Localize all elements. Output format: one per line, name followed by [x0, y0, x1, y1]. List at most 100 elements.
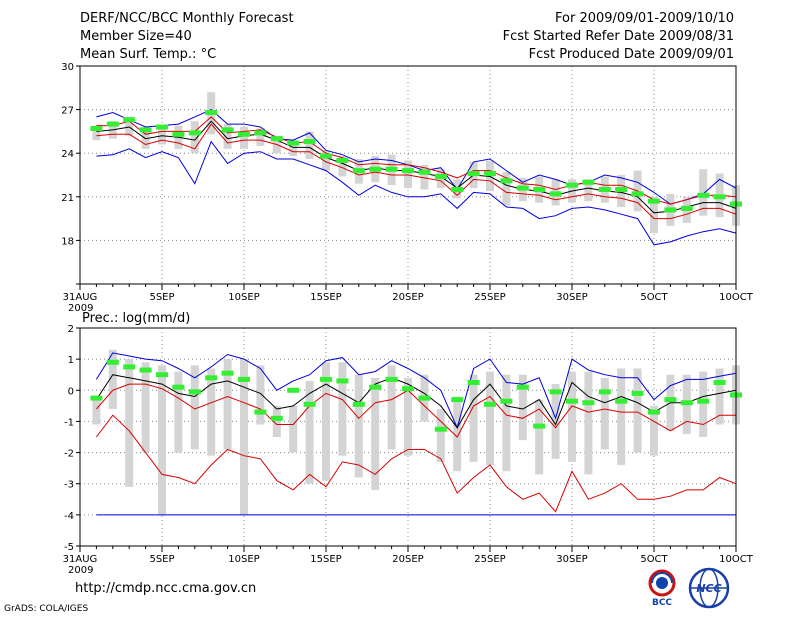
temperature-medians: [90, 110, 742, 213]
precip-spread-box: [256, 365, 265, 425]
temperature-median-marker: [484, 171, 496, 177]
temperature-median-marker: [598, 187, 611, 193]
precip-median-marker: [139, 367, 152, 373]
precipitation-panel: -5 -4 -3 -2 -1 0 1 2 31AUG 5SEP 10SEP 15SEP 20SEP 25…: [63, 324, 754, 576]
precip-spread-box: [387, 365, 396, 450]
precip-x-axis: 31AUG 5SEP 10SEP 15SEP 20SEP 25SEP 30SEP 5OCT 10…: [63, 546, 754, 576]
temperature-xtick-label: 25SEP: [474, 292, 505, 303]
temperature-median-marker: [188, 130, 201, 136]
temperature-median-marker: [205, 110, 218, 116]
precip-median-marker: [516, 384, 529, 390]
forecast-produced-date: Fcst Produced Date 2009/09/01: [528, 47, 734, 62]
precip-median-marker: [713, 380, 726, 385]
precip-median-marker: [615, 398, 628, 404]
temperature-median-marker: [172, 131, 185, 137]
temperature-median-marker: [697, 192, 710, 198]
precip-spread-box: [502, 374, 511, 472]
temperature-y-axis: 18 21 24 27 30: [61, 62, 80, 285]
temperature-median-marker: [320, 153, 332, 159]
bcc-logo-core: [656, 577, 668, 589]
precip-median-marker: [385, 376, 398, 382]
precip-ytick-label: 2: [68, 324, 74, 335]
precip-xtick-label: 15SEP: [310, 554, 341, 565]
precip-ytick-label: 1: [68, 355, 74, 366]
forecast-started-date: Fcst Started Refer Date 2009/08/31: [502, 29, 734, 44]
temperature-spread-box: [502, 172, 511, 206]
precip-median-marker: [172, 384, 185, 390]
precip-median-marker: [270, 415, 283, 421]
precip-median-marker: [582, 400, 595, 406]
temperature-spread-box: [240, 127, 248, 149]
bcc-logo-swirl: [651, 572, 673, 584]
precip-median-marker: [352, 401, 365, 407]
temperature-spread-box: [141, 127, 150, 149]
precip-panel-title: Prec.: log(mm/d): [82, 311, 190, 326]
temperature-year-label: 2009: [68, 303, 93, 314]
precip-median-marker: [188, 389, 201, 395]
precip-median-marker: [566, 398, 578, 404]
precip-median-marker: [648, 409, 660, 415]
precip-spread-box: [633, 368, 642, 453]
temperature-median-marker: [500, 178, 513, 184]
precip-spread-box: [158, 365, 166, 515]
precip-xtick-label: 20SEP: [392, 554, 423, 565]
precip-median-marker: [549, 389, 562, 395]
temperature-median-marker: [648, 198, 660, 204]
precip-spread-box: [584, 371, 593, 475]
temperature-xtick-label: 10SEP: [228, 292, 259, 303]
temperature-median-marker: [139, 127, 152, 133]
precip-spread-box: [322, 362, 330, 481]
temperature-median-marker: [90, 125, 103, 131]
temperature-spread-box: [125, 116, 134, 136]
precip-spread-box: [207, 368, 216, 456]
precip-spread-box: [518, 374, 527, 441]
temperature-median-marker: [254, 130, 267, 136]
precip-lower-band-line: [96, 414, 737, 513]
temperature-median-marker: [385, 166, 398, 172]
temperature-median-marker: [336, 157, 349, 163]
temperature-mean-line: [96, 120, 737, 214]
precip-xtick-label: 5OCT: [640, 554, 668, 565]
temperature-upper-line: [96, 116, 737, 205]
precip-median-marker: [697, 398, 710, 404]
precip-median-marker: [467, 380, 480, 385]
precip-median-marker: [254, 409, 267, 415]
temperature-median-marker: [238, 131, 250, 137]
precip-median-marker: [484, 401, 496, 407]
precip-spread-box: [354, 374, 363, 478]
temperature-ytick-label: 24: [61, 149, 74, 160]
precip-spread-box: [223, 359, 232, 450]
precip-median-marker: [303, 401, 316, 407]
precip-spread-box: [108, 349, 117, 409]
precip-median-marker: [205, 375, 218, 381]
temperature-spread-box: [650, 196, 658, 234]
precip-spread-box: [617, 368, 626, 466]
temperature-min-line: [96, 140, 737, 246]
precip-spread-box: [371, 377, 380, 490]
precip-spread-box: [469, 374, 478, 462]
precip-median-marker: [287, 387, 300, 393]
temperature-median-marker: [680, 205, 693, 211]
precip-upper-band-line: [96, 383, 736, 438]
precip-max-line: [95, 352, 737, 430]
precip-spread-box: [174, 371, 183, 453]
precip-median-marker: [451, 397, 464, 403]
temperature-ytick-label: 18: [61, 236, 74, 247]
temperature-xtick-label: 20SEP: [392, 292, 423, 303]
source-url[interactable]: http://cmdp.ncc.cma.gov.cn: [75, 581, 257, 596]
precip-spread-box: [600, 377, 609, 450]
bcc-logo: BCC: [648, 569, 676, 608]
temperature-spread-box: [584, 179, 593, 202]
temperature-median-marker: [287, 140, 300, 146]
precip-ytick-label: 0: [68, 386, 74, 397]
temperature-median-marker: [352, 168, 365, 174]
temperature-panel: 18 21 24 27 30 31AUG 5SEP 10SEP 15SEP 20SEP 25SEP…: [61, 62, 753, 314]
precip-median-marker: [402, 386, 414, 392]
temperature-median-marker: [369, 166, 382, 172]
temperature-median-marker: [664, 207, 677, 213]
precip-median-marker: [500, 398, 513, 404]
temperature-spread-box: [699, 169, 708, 216]
precip-ytick-label: -5: [64, 542, 74, 553]
precip-spread-box: [305, 380, 314, 484]
